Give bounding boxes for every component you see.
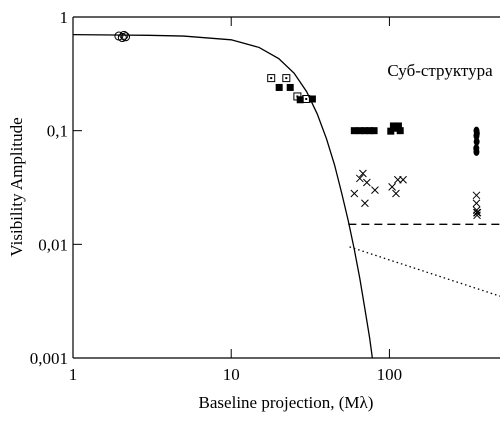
marker-shape [473, 208, 482, 217]
marker-shape [473, 129, 480, 138]
data-point [473, 137, 480, 146]
x-tick-label: 1 [69, 365, 78, 384]
marker-shape [371, 186, 379, 194]
y-axis-title: Visibility Amplitude [7, 117, 26, 256]
data-point [473, 129, 480, 138]
marker-shape [370, 127, 378, 135]
marker-shape [396, 127, 404, 135]
marker-shape [387, 127, 395, 135]
data-point [472, 191, 481, 200]
marker-shape [361, 127, 369, 135]
marker-shape [305, 97, 308, 100]
marker-shape [361, 199, 369, 208]
data-point [361, 199, 369, 208]
marker-shape [270, 77, 273, 80]
marker-shape [350, 189, 359, 198]
marker-shape [473, 211, 481, 220]
marker-shape [121, 32, 131, 42]
data-point [473, 211, 481, 220]
data-point [350, 189, 359, 198]
data-point [473, 208, 482, 217]
marker-shape [362, 178, 371, 187]
marker-shape [356, 127, 364, 135]
marker-shape [473, 137, 480, 146]
data-point [121, 32, 131, 42]
marker-shape [473, 144, 480, 153]
marker-shape [286, 83, 294, 91]
data-point [308, 95, 316, 103]
x-axis-title: Baseline projection, (Mλ) [199, 393, 374, 412]
data-point [362, 178, 371, 187]
data-point [394, 122, 402, 130]
data-point [388, 183, 396, 191]
marker-shape [472, 191, 481, 200]
y-tick-label: 0,001 [30, 349, 68, 368]
marker-shape [355, 174, 364, 183]
data-point [472, 199, 481, 208]
data-point [370, 127, 378, 135]
data-point [399, 175, 407, 184]
data-point [473, 144, 480, 153]
marker-shape [366, 127, 374, 135]
model-line [349, 246, 500, 297]
y-tick-label: 1 [60, 8, 69, 27]
data-point [392, 189, 400, 198]
data-point [296, 96, 304, 104]
data-point [359, 169, 367, 178]
marker-shape [308, 95, 316, 103]
data-point [355, 174, 364, 183]
data-point [282, 74, 291, 83]
marker-shape [399, 175, 407, 184]
marker-shape [296, 96, 304, 104]
marker-shape [394, 122, 402, 130]
marker-shape [285, 77, 288, 80]
data-point [275, 83, 283, 91]
data-point [371, 186, 379, 194]
model-line [72, 33, 373, 359]
data-point [286, 83, 294, 91]
data-point [361, 127, 369, 135]
y-tick-label: 0,1 [47, 122, 68, 141]
marker-shape [392, 189, 400, 198]
data-point [356, 127, 364, 135]
data-point [387, 127, 395, 135]
marker-shape [388, 183, 396, 191]
marker-shape [472, 199, 481, 208]
y-tick-label: 0,01 [38, 235, 68, 254]
marker-shape [350, 127, 358, 135]
annotation: Суб-структура [387, 61, 493, 80]
data-point [396, 127, 404, 135]
x-tick-label: 100 [377, 365, 403, 384]
data-point [366, 127, 374, 135]
x-tick-label: 10 [223, 365, 240, 384]
data-point [117, 33, 127, 43]
marker-shape [117, 33, 127, 43]
marker-shape [359, 169, 367, 178]
marker-shape [275, 83, 283, 91]
data-point [267, 74, 276, 83]
data-point [350, 127, 358, 135]
